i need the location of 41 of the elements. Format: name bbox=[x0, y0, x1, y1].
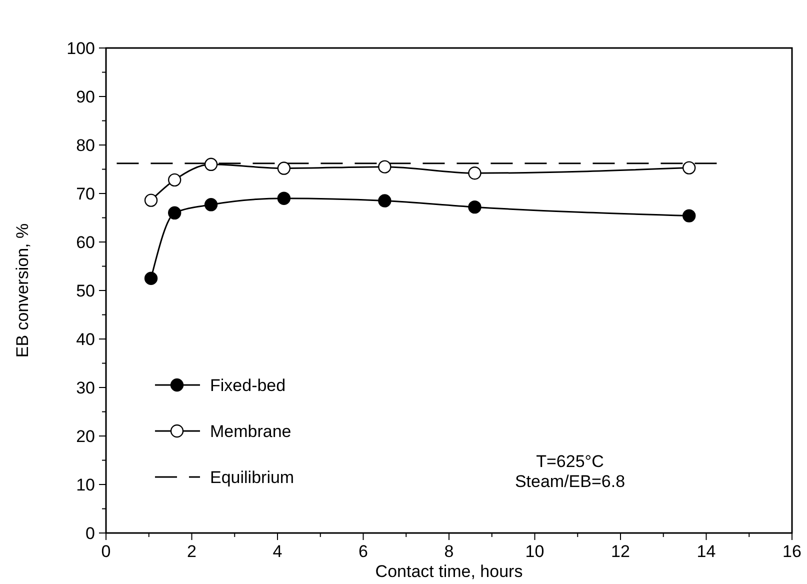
x-tick-label: 10 bbox=[525, 542, 544, 561]
legend-label: Membrane bbox=[210, 422, 292, 441]
point bbox=[468, 166, 482, 180]
point bbox=[378, 160, 392, 174]
x-tick-label: 16 bbox=[782, 542, 802, 561]
y-tick-label: 90 bbox=[76, 88, 95, 106]
y-tick-label: 100 bbox=[66, 39, 95, 58]
annotation: Steam/EB=6.8 bbox=[514, 472, 626, 491]
point bbox=[468, 200, 482, 214]
y-tick-label: 10 bbox=[76, 476, 95, 494]
point bbox=[277, 162, 291, 175]
point bbox=[204, 198, 218, 212]
x-tick-label: 12 bbox=[611, 542, 630, 561]
x-tick-label: 4 bbox=[272, 542, 282, 561]
legend-label: Fixed-bed bbox=[210, 376, 286, 395]
point bbox=[168, 206, 182, 220]
y-tick-label: 20 bbox=[76, 427, 95, 446]
y-tick-label: 0 bbox=[86, 524, 95, 543]
x-axis-title: Contact time, hours bbox=[375, 562, 523, 581]
y-tick-label: 70 bbox=[76, 184, 95, 204]
point bbox=[682, 161, 696, 174]
y-tick-label: 50 bbox=[76, 282, 95, 300]
x-tick-label: 0 bbox=[101, 542, 111, 561]
point bbox=[682, 209, 696, 222]
y-axis-title: EB conversion, % bbox=[13, 223, 32, 358]
point bbox=[378, 194, 392, 208]
x-tick-label: 14 bbox=[696, 542, 716, 561]
x-tick-label: 8 bbox=[444, 542, 454, 561]
legend-label: Equilibrium bbox=[210, 468, 294, 487]
y-tick-label: 40 bbox=[76, 330, 95, 349]
point bbox=[144, 272, 158, 285]
point bbox=[277, 192, 291, 205]
y-tick-label: 60 bbox=[76, 233, 95, 252]
point bbox=[144, 194, 158, 207]
y-tick-label: 30 bbox=[76, 378, 95, 398]
annotation: T=625°C bbox=[536, 452, 604, 471]
x-tick-label: 2 bbox=[187, 542, 196, 561]
x-tick-label: 6 bbox=[358, 542, 368, 561]
point bbox=[204, 158, 218, 171]
y-tick-label: 80 bbox=[76, 136, 95, 155]
point bbox=[168, 173, 182, 187]
